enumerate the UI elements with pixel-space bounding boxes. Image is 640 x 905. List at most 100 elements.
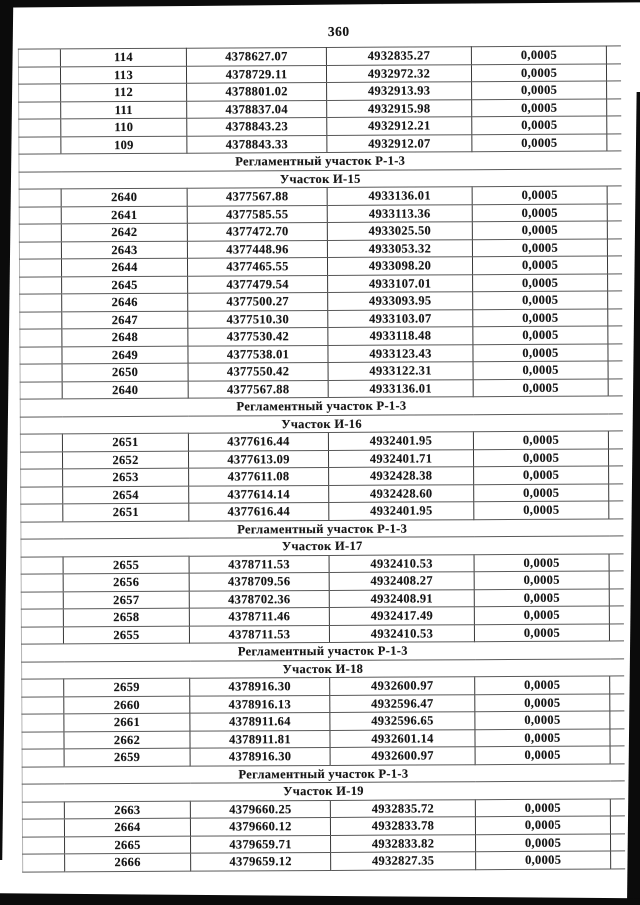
cell-precision: 0,0005: [474, 728, 611, 747]
cell-precision: 0,0005: [475, 850, 611, 870]
right-gutter-cell: [609, 623, 624, 641]
left-gutter-cell: [18, 48, 61, 67]
cell-precision: 0,0005: [474, 588, 610, 607]
cell-x-coordinate: 4378711.53: [189, 554, 330, 574]
cell-x-coordinate: 4378916.30: [190, 747, 331, 766]
cell-precision: 0,0005: [471, 63, 607, 82]
left-gutter-cell: [22, 801, 65, 820]
right-gutter-cell: [606, 63, 621, 81]
cell-x-coordinate: 4377500.27: [187, 292, 328, 311]
cell-point-number: 2660: [63, 695, 190, 714]
cell-x-coordinate: 4378916.30: [189, 677, 330, 696]
cell-y-coordinate: 4932410.53: [329, 624, 475, 643]
left-gutter-cell: [19, 223, 62, 242]
cell-x-coordinate: 4379660.25: [190, 799, 331, 819]
left-gutter-cell: [19, 328, 62, 347]
left-gutter-cell: [18, 101, 61, 120]
right-gutter-cell: [610, 798, 625, 816]
left-gutter-cell: [22, 836, 65, 855]
cell-x-coordinate: 4377613.09: [188, 449, 329, 469]
cell-x-coordinate: 4378627.07: [186, 47, 327, 66]
cell-x-coordinate: 4377465.55: [187, 257, 328, 276]
left-gutter-cell: [22, 853, 65, 872]
cell-y-coordinate: 4932408.27: [329, 571, 475, 590]
right-gutter-cell: [610, 745, 625, 764]
cell-precision: 0,0005: [473, 465, 609, 485]
right-gutter-cell: [608, 500, 623, 519]
left-gutter-cell: [18, 66, 61, 85]
cell-y-coordinate: 4932401.95: [328, 431, 474, 450]
cell-precision: 0,0005: [471, 133, 607, 152]
right-gutter-cell: [607, 308, 622, 326]
cell-x-coordinate: 4377585.55: [187, 204, 328, 224]
cell-x-coordinate: 4379659.71: [190, 834, 331, 854]
cell-x-coordinate: 4379660.12: [190, 817, 331, 836]
right-gutter-cell: [609, 553, 624, 571]
right-gutter-cell: [606, 133, 621, 151]
left-gutter-cell: [22, 818, 65, 837]
cell-y-coordinate: 4932912.21: [326, 116, 472, 135]
cell-precision: 0,0005: [475, 815, 611, 835]
left-gutter-cell: [20, 468, 63, 487]
cell-point-number: 2643: [61, 240, 188, 259]
cell-x-coordinate: 4377567.88: [188, 379, 329, 399]
right-gutter-cell: [607, 203, 622, 221]
cell-x-coordinate: 4378916.13: [189, 694, 330, 714]
cell-point-number: 2653: [62, 468, 189, 487]
cell-x-coordinate: 4378911.64: [189, 712, 330, 731]
cell-point-number: 2652: [62, 450, 189, 469]
cell-point-number: 2665: [64, 835, 191, 854]
cell-y-coordinate: 4932601.14: [329, 729, 476, 748]
cell-precision: 0,0005: [472, 343, 609, 362]
cell-x-coordinate: 4377550.42: [188, 362, 329, 381]
cell-point-number: 2657: [63, 590, 190, 609]
left-gutter-cell: [20, 451, 63, 470]
cell-precision: 0,0005: [474, 570, 610, 590]
table-row: 2666 4379659.12 4932827.35 0,0005: [22, 850, 625, 872]
scan-edge-top: [0, 0, 640, 8]
cell-precision: 0,0005: [474, 675, 610, 695]
cell-point-number: 111: [60, 100, 187, 119]
left-gutter-cell: [19, 258, 62, 277]
left-gutter-cell: [21, 626, 64, 645]
cell-x-coordinate: 4377616.44: [188, 432, 329, 451]
left-gutter-cell: [19, 206, 62, 225]
right-gutter-cell: [606, 80, 621, 99]
cell-x-coordinate: 4377472.70: [187, 222, 328, 241]
cell-point-number: 2664: [64, 818, 191, 837]
right-gutter-cell: [609, 588, 624, 606]
left-gutter-cell: [20, 433, 63, 452]
cell-y-coordinate: 4932596.65: [329, 711, 475, 730]
cell-precision: 0,0005: [473, 500, 609, 520]
right-gutter-cell: [609, 570, 624, 589]
cell-precision: 0,0005: [472, 185, 608, 205]
cell-precision: 0,0005: [472, 325, 608, 345]
cell-x-coordinate: 4377530.42: [187, 327, 328, 346]
cell-y-coordinate: 4932401.71: [328, 449, 474, 468]
left-gutter-cell: [21, 591, 64, 610]
right-gutter-cell: [607, 325, 622, 344]
cell-x-coordinate: 4378837.04: [186, 99, 327, 119]
left-gutter-cell: [20, 503, 63, 522]
left-gutter-cell: [19, 188, 62, 207]
cell-point-number: 114: [60, 48, 187, 67]
cell-x-coordinate: 4377614.14: [188, 484, 329, 504]
cell-point-number: 2661: [63, 713, 190, 732]
left-gutter-cell: [19, 346, 63, 365]
right-gutter-cell: [608, 483, 623, 501]
cell-precision: 0,0005: [475, 798, 611, 817]
right-gutter-cell: [609, 728, 625, 746]
left-gutter-cell: [21, 608, 64, 627]
cell-precision: 0,0005: [472, 255, 608, 275]
right-gutter-cell: [610, 833, 625, 851]
cell-y-coordinate: 4933118.48: [327, 326, 473, 345]
left-gutter-cell: [21, 731, 65, 750]
cell-y-coordinate: 4932417.49: [329, 606, 475, 625]
cell-y-coordinate: 4933025.50: [327, 221, 473, 240]
cell-point-number: 2658: [63, 608, 190, 627]
right-gutter-cell: [606, 45, 621, 64]
cell-point-number: 2641: [61, 205, 188, 224]
cell-point-number: 2645: [61, 275, 188, 294]
cell-precision: 0,0005: [473, 430, 609, 450]
coordinates-table-body: 114 4378627.07 4932835.27 0,0005 113 4378729.…: [18, 45, 625, 872]
